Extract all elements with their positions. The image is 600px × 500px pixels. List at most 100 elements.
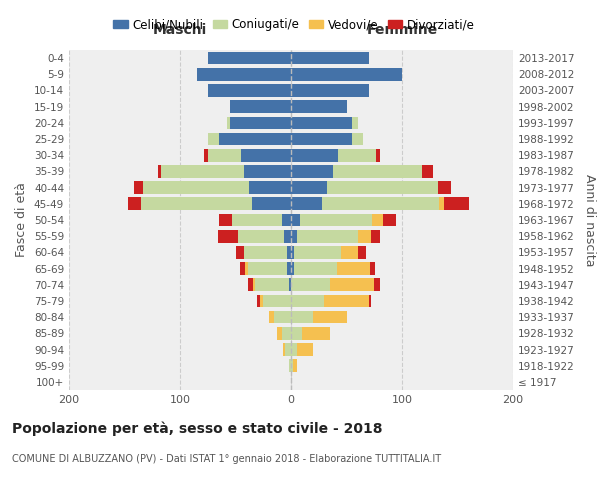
Bar (341, 246, 358, 258)
Bar (245, 262, 248, 275)
Bar (219, 132, 291, 145)
Bar (141, 198, 252, 210)
Bar (374, 278, 380, 291)
Bar (422, 165, 433, 177)
Bar (291, 262, 295, 275)
Text: COMUNE DI ALBUZZANO (PV) - Dati ISTAT 1° gennaio 2018 - Elaborazione TUTTITALIA.: COMUNE DI ALBUZZANO (PV) - Dati ISTAT 1°… (12, 454, 441, 464)
Bar (291, 84, 368, 97)
Bar (291, 311, 313, 324)
Bar (302, 327, 330, 340)
Bar (291, 294, 325, 308)
Bar (218, 230, 238, 242)
Bar (289, 360, 291, 372)
Bar (227, 116, 230, 129)
Bar (291, 327, 302, 340)
Bar (238, 230, 284, 242)
Bar (291, 230, 296, 242)
Bar (291, 360, 293, 372)
Y-axis label: Fasce di età: Fasce di età (16, 182, 28, 258)
Bar (383, 214, 397, 226)
Bar (240, 262, 245, 275)
Bar (293, 360, 296, 372)
Bar (291, 343, 296, 356)
Legend: Celibi/Nubili, Coniugati/e, Vedovi/e, Divorziati/e: Celibi/Nubili, Coniugati/e, Vedovi/e, Di… (109, 14, 479, 36)
Bar (284, 230, 291, 242)
Bar (326, 182, 437, 194)
Bar (287, 246, 291, 258)
Bar (282, 214, 291, 226)
Bar (143, 182, 249, 194)
Bar (333, 165, 422, 177)
Bar (338, 149, 376, 162)
Bar (313, 311, 347, 324)
Bar (291, 246, 295, 258)
Bar (274, 311, 291, 324)
Bar (352, 132, 363, 145)
Bar (330, 278, 374, 291)
Bar (257, 294, 260, 308)
Bar (439, 198, 444, 210)
Bar (277, 327, 282, 340)
Bar (300, 214, 372, 226)
Bar (244, 246, 287, 258)
Bar (352, 116, 358, 129)
Bar (291, 100, 347, 113)
Bar (444, 198, 469, 210)
Text: Popolazione per età, sesso e stato civile - 2018: Popolazione per età, sesso e stato civil… (12, 421, 383, 436)
Bar (291, 165, 333, 177)
Bar (291, 278, 330, 291)
Bar (437, 182, 451, 194)
Bar (230, 116, 291, 129)
Bar (158, 165, 161, 177)
Bar (249, 182, 291, 194)
Bar (376, 149, 380, 162)
Bar (368, 294, 371, 308)
Bar (197, 68, 291, 80)
Bar (291, 132, 352, 145)
Bar (248, 262, 287, 275)
Text: Maschi: Maschi (153, 23, 207, 37)
Bar (372, 214, 383, 226)
Bar (325, 294, 369, 308)
Bar (260, 294, 263, 308)
Bar (286, 343, 291, 356)
Bar (241, 149, 291, 162)
Bar (208, 149, 241, 162)
Bar (283, 343, 286, 356)
Bar (291, 214, 300, 226)
Bar (248, 278, 253, 291)
Bar (371, 230, 380, 242)
Text: Femmine: Femmine (367, 23, 437, 37)
Bar (230, 100, 291, 113)
Bar (235, 246, 244, 258)
Bar (296, 230, 358, 242)
Bar (232, 214, 282, 226)
Bar (256, 278, 289, 291)
Bar (263, 294, 291, 308)
Bar (208, 132, 219, 145)
Bar (296, 343, 313, 356)
Bar (208, 84, 291, 97)
Bar (291, 149, 338, 162)
Bar (282, 327, 291, 340)
Bar (219, 214, 232, 226)
Bar (289, 278, 291, 291)
Bar (161, 165, 244, 177)
Bar (253, 278, 256, 291)
Bar (337, 262, 370, 275)
Bar (291, 198, 322, 210)
Bar (370, 262, 376, 275)
Bar (128, 198, 141, 210)
Bar (291, 68, 402, 80)
Bar (358, 230, 371, 242)
Bar (134, 182, 143, 194)
Bar (291, 182, 326, 194)
Bar (295, 262, 337, 275)
Bar (269, 311, 274, 324)
Bar (322, 198, 439, 210)
Bar (208, 52, 291, 64)
Bar (295, 246, 341, 258)
Bar (252, 198, 291, 210)
Y-axis label: Anni di nascita: Anni di nascita (583, 174, 596, 266)
Bar (291, 52, 368, 64)
